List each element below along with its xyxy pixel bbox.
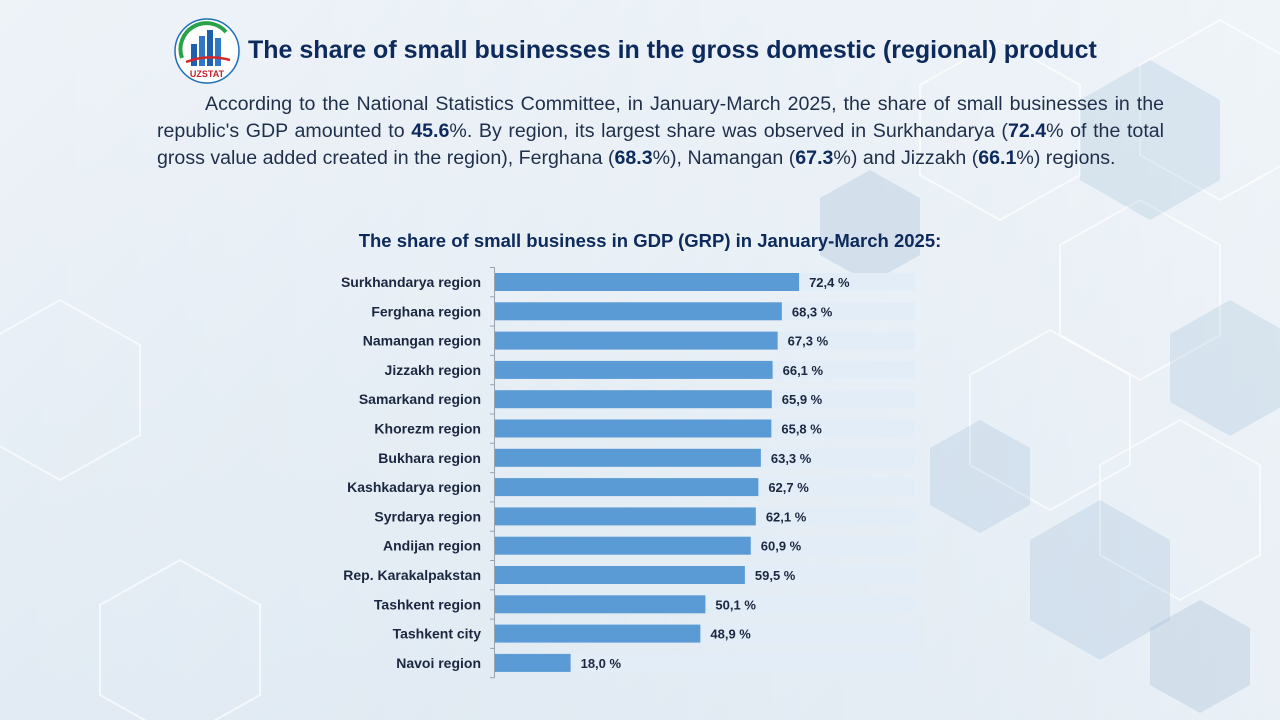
category-label: Bukhara region (378, 450, 481, 466)
category-label: Tashkent city (393, 626, 482, 642)
data-label: 50,1 % (715, 597, 756, 612)
data-label: 65,8 % (781, 422, 822, 437)
bar-track (495, 653, 915, 672)
highlight-value: 67.3 (795, 147, 834, 169)
bar (495, 507, 756, 526)
data-label: 68,3 % (792, 304, 833, 319)
data-label: 72,4 % (809, 275, 850, 290)
category-label: Tashkent region (374, 596, 481, 612)
bar (495, 273, 800, 291)
bar (495, 419, 772, 438)
chart-title: The share of small business in GDP (GRP)… (358, 230, 942, 251)
data-label: 63,3 % (771, 451, 812, 466)
paragraph-text: %) regions. (1016, 147, 1116, 169)
page-title: The share of small businesses in the gro… (248, 36, 1097, 64)
category-label: Khorezm region (374, 421, 481, 437)
bar (495, 331, 778, 350)
bar (495, 624, 701, 643)
data-label: 67,3 % (788, 334, 829, 349)
paragraph-text: %. By region, its largest share was obse… (449, 120, 1008, 142)
bar (495, 536, 751, 555)
highlight-value: 66.1 (978, 147, 1017, 169)
category-label: Andijan region (383, 538, 481, 554)
logo-text: UZSTAT (190, 69, 225, 79)
category-label: Jizzakh region (385, 362, 481, 378)
category-label: Namangan region (363, 333, 481, 349)
paragraph-text: %) and Jizzakh ( (833, 147, 979, 169)
bar (495, 360, 773, 379)
data-label: 18,0 % (581, 656, 622, 671)
summary-paragraph: According to the National Statistics Com… (157, 91, 1164, 172)
paragraph-text: %), Namangan ( (652, 147, 796, 169)
data-label: 62,1 % (766, 509, 807, 524)
data-label: 66,1 % (783, 363, 824, 378)
bar (495, 478, 759, 497)
highlight-value: 72.4 (1007, 120, 1047, 142)
paragraph-text: According to the National Statistics Com… (157, 93, 1164, 142)
bar (495, 595, 706, 614)
data-label: 60,9 % (761, 539, 802, 554)
uzstat-logo: UZSTAT (174, 18, 240, 84)
bar (495, 653, 571, 672)
paragraph-text: % of the total gross value added created… (157, 120, 1165, 169)
category-label: Surkhandarya region (341, 274, 481, 290)
bar (495, 566, 745, 584)
bar-chart: Surkhandarya region Ferghana region Namang… (341, 267, 915, 679)
category-label: Kashkadarya region (347, 479, 481, 495)
bar (495, 390, 772, 409)
data-label: 65,9 % (782, 392, 823, 407)
data-label: 48,9 % (710, 627, 751, 642)
category-label: Ferghana region (371, 303, 481, 319)
category-label: Samarkand region (359, 391, 481, 407)
highlight-value: 68.3 (614, 147, 653, 169)
category-label: Navoi region (396, 655, 481, 671)
highlight-value: 45.6 (411, 120, 450, 142)
category-label: Rep. Karakalpakstan (343, 567, 481, 583)
data-label: 59,5 % (755, 568, 796, 583)
category-label: Syrdarya region (374, 508, 481, 524)
data-label: 62,7 % (768, 480, 809, 495)
bar (495, 302, 782, 321)
bar (495, 448, 761, 467)
